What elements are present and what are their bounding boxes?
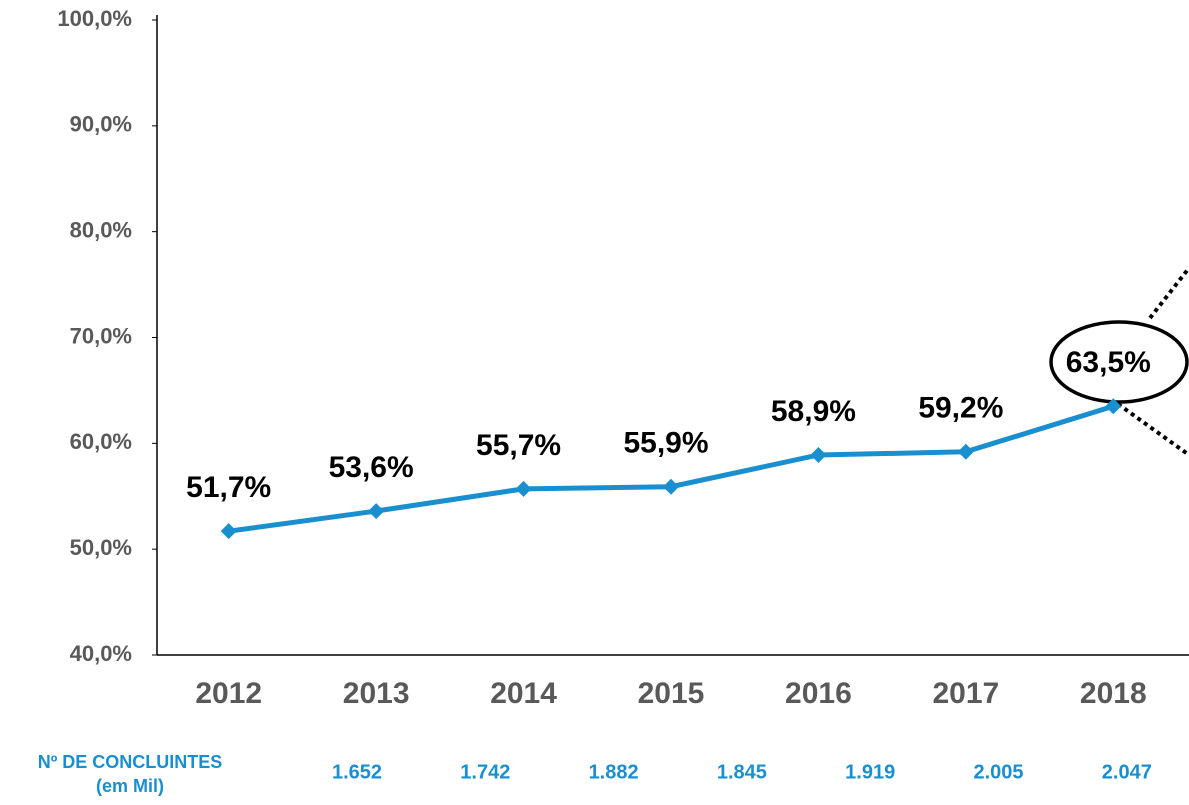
callout-line bbox=[1116, 402, 1189, 457]
y-tick-label: 60,0% bbox=[70, 429, 132, 454]
table-cell: 1.845 bbox=[717, 761, 767, 783]
y-tick-label: 50,0% bbox=[70, 535, 132, 560]
x-tick-label: 2015 bbox=[638, 677, 705, 710]
table-header: (em Mil) bbox=[96, 776, 164, 796]
marker bbox=[515, 480, 532, 497]
table-cell: 2.047 bbox=[1102, 761, 1152, 783]
x-tick-label: 2012 bbox=[195, 677, 262, 710]
data-label: 51,7% bbox=[186, 471, 271, 504]
marker bbox=[368, 503, 385, 520]
y-tick-label: 40,0% bbox=[70, 641, 132, 666]
y-tick-label: 70,0% bbox=[70, 323, 132, 348]
marker bbox=[663, 478, 679, 495]
data-label: 58,9% bbox=[771, 395, 856, 428]
table-cell: 1.742 bbox=[460, 761, 510, 783]
highlight-ellipse bbox=[1049, 320, 1189, 404]
data-label: 53,6% bbox=[329, 451, 414, 484]
x-tick-label: 2016 bbox=[785, 677, 852, 710]
y-tick-label: 90,0% bbox=[70, 112, 132, 137]
marker bbox=[1105, 398, 1122, 415]
y-tick-label: 100,0% bbox=[57, 6, 132, 31]
y-tick-label: 80,0% bbox=[70, 217, 132, 242]
callout-line bbox=[1148, 266, 1189, 320]
data-label: 55,7% bbox=[476, 429, 561, 462]
table-header: Nº DE CONCLUINTES bbox=[38, 752, 223, 772]
marker bbox=[810, 446, 827, 463]
x-tick-label: 2017 bbox=[932, 677, 999, 710]
table-cell: 2.005 bbox=[973, 761, 1023, 783]
x-tick-label: 2014 bbox=[490, 677, 557, 710]
marker bbox=[220, 523, 237, 540]
data-label: 63,5% bbox=[1066, 346, 1151, 379]
x-tick-label: 2013 bbox=[343, 677, 410, 710]
x-tick-label: 2018 bbox=[1080, 677, 1147, 710]
table-cell: 1.919 bbox=[845, 761, 895, 783]
data-label: 55,9% bbox=[623, 427, 708, 460]
marker bbox=[957, 443, 974, 460]
data-label: 59,2% bbox=[918, 392, 1003, 425]
table-cell: 1.652 bbox=[332, 761, 382, 783]
table-cell: 1.882 bbox=[589, 761, 639, 783]
